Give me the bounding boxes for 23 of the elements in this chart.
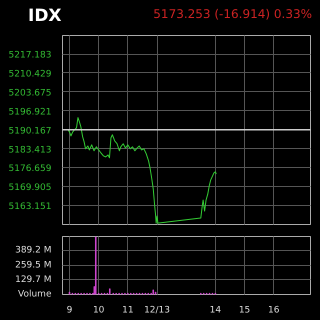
y-tick-label: 259.5 M — [15, 260, 52, 270]
x-tick-label: 15 — [238, 306, 250, 316]
y-tick-label: 5169.905 — [8, 183, 52, 194]
y-tick-label: 129.7 M — [15, 274, 52, 285]
y-tick-label: 5203.675 — [8, 88, 52, 98]
y-tick-label: 389.2 M — [15, 246, 52, 256]
y-tick-label: 5183.413 — [8, 145, 52, 156]
x-tick-label: 11 — [122, 306, 134, 316]
y-tick-label: 5196.921 — [8, 107, 52, 118]
chart-title: IDX — [28, 6, 62, 26]
y-tick-label: 5210.429 — [8, 69, 52, 80]
y-tick-label: 5217.183 — [8, 50, 52, 61]
x-tick-label: 9 — [66, 306, 73, 316]
line-series — [68, 117, 217, 224]
x-tick-label: 14 — [210, 306, 222, 316]
x-tick-label: 16 — [268, 306, 280, 316]
y-axis-title: Volume — [18, 290, 52, 300]
y-tick-label: 5190.167 — [8, 126, 52, 136]
y-tick-label: 5176.659 — [8, 164, 52, 174]
y-tick-label: 5163.151 — [8, 202, 52, 212]
x-tick-label: 12/13 — [144, 306, 170, 316]
text: 5173.253 (-16.914) 0.33% — [153, 6, 312, 23]
x-tick-label: 10 — [92, 306, 105, 316]
